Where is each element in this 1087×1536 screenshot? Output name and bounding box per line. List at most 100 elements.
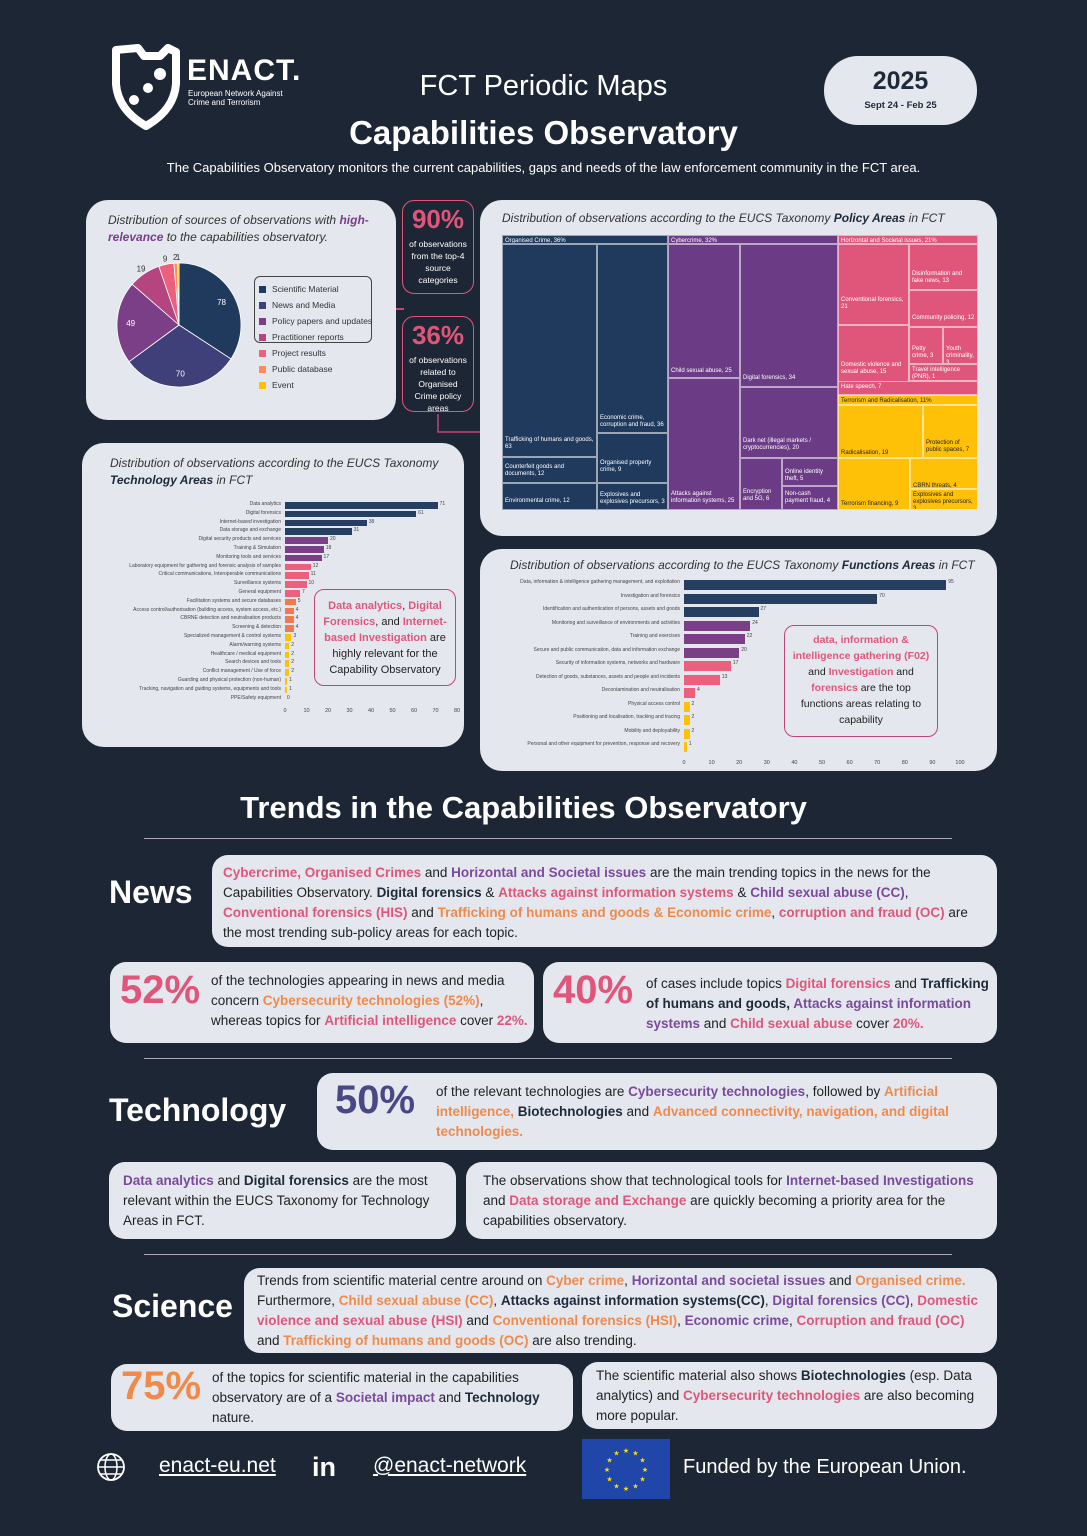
policy-title: Distribution of observations according t… [502,211,945,225]
bar [684,701,690,712]
bar-category-label: Conflict management / Use of force [202,668,281,675]
bar [285,625,294,632]
bar [285,554,322,562]
bar-value-label: 12 [312,562,319,569]
policy-treemap: Organised Crime, 36% Cybercrime, 32% Hor… [502,235,978,510]
tech-card: Distribution of observations according t… [82,443,464,747]
bar [684,620,751,631]
bar [684,607,759,617]
axis-tick-label: 10 [303,708,310,715]
linkedin-link[interactable]: @enact-network [373,1454,527,1477]
bar-category-label: Data, information & intelligence gatheri… [520,579,680,585]
bar-category-label: Training and exercises [629,633,680,639]
treemap-cell: Explosives and explosives precursors, 3 [597,483,668,510]
bar-value-label: 70 [879,592,885,599]
treemap-cell: Disinformation and fake news, 13 [909,244,978,290]
bar [285,546,324,553]
pie-slice [116,283,180,363]
bar-category-label: Positioning and localisation, tracking a… [573,714,680,720]
treemap-cell: Travel intelligence (PNR), 1 [909,364,978,381]
bar-value-label: 2 [291,641,295,648]
axis-tick-label: 50 [818,759,826,766]
bar-category-label: CBRNE detection and neutralisation produ… [180,615,281,622]
bar-value-label: 3 [293,633,297,639]
bar-value-label: 2 [291,668,295,675]
treemap-group-cyber: Cybercrime, 32% [668,235,838,244]
bar [285,528,352,535]
bar-value-label: 2 [691,700,695,707]
bar [285,642,290,650]
bar-value-label: 5 [297,597,301,604]
website-link[interactable]: enact-eu.net [159,1454,276,1477]
eu-star-icon: ★ [613,1482,619,1490]
eu-flag-icon: ★★★★★★★★★ ★ ★★ [582,1439,670,1499]
stat-40-text: of cases include topics Digital forensic… [646,976,989,1031]
bar [285,598,296,606]
treemap-cell: Radicalisation, 19 [838,405,923,458]
bar-value-label: 24 [752,619,758,626]
eu-star-icon: ★ [639,1457,645,1465]
brand-name: ENACT. [187,54,302,87]
func-callout: data, information & intelligence gatheri… [784,625,938,737]
bar [285,669,290,676]
bar-value-label: 27 [760,606,767,612]
treemap-cell: Terrorism financing, 9 [838,458,910,510]
bar-category-label: Healthcare / medical equipment [210,650,281,657]
linkedin-icon[interactable]: in [312,1452,336,1482]
bar-value-label: 1 [289,685,292,692]
treemap-cell: Non-cash payment fraud, 4 [782,486,838,510]
bar [285,572,309,579]
bar-value-label: 2 [291,659,295,666]
treemap-group-horizontal: Horizontal and Societal issues, 21% [838,235,978,244]
treemap-cell: Explosives and explosives precursors, 3 [910,489,978,510]
bar-value-label: 11 [310,571,316,578]
axis-tick-label: 70 [874,759,881,766]
bar-value-label: 0 [287,694,290,701]
pie-card: Distribution of sources of observations … [86,200,396,420]
bar [285,581,307,588]
pie-chart: 78 70 49 19 9 21 [116,253,242,388]
bar-category-label: Digital security products and services [198,536,281,543]
bar-category-label: PPE/Safety equipment [230,694,281,701]
bar [684,715,690,725]
axis-tick-label: 50 [389,708,396,715]
eu-star-icon: ★ [606,1457,612,1465]
eu-star-icon: ★ [632,1450,638,1458]
stat-36-box: 36% of observations related to Organised… [402,316,474,413]
bar-category-label: Specialized management & control systems [184,633,281,639]
pie-legend-item: Policy papers and updates [259,313,372,329]
news-paragraph: Cybercrime, Organised Crimes and Horizon… [212,855,997,947]
intro-text: The Capabilities Observatory monitors th… [166,160,921,175]
pie-slice-label: 9 [163,254,168,263]
axis-tick-label: 100 [955,759,965,766]
stat-75-text: of the topics for scientific material in… [212,1370,540,1425]
pie-slice-label: 2 [173,253,178,262]
stat-90-pct: 90% [411,204,465,234]
bar-value-label: 95 [948,579,954,585]
stat-52-pct: 52% [120,968,201,1012]
treemap-cell: Community policing, 12 [909,290,978,327]
bar-value-label: 1 [289,677,292,683]
treemap-cell: Petty crime, 3 [909,327,943,364]
trends-title: Trends in the Capabilities Observatory [240,790,807,825]
stat-40-pct: 40% [553,968,634,1012]
page-title: Capabilities Observatory [349,114,738,151]
bar-value-label: 17 [323,553,330,560]
eu-star-icon: ★ [613,1450,619,1458]
axis-tick-label: 20 [736,759,743,766]
bar [684,728,690,739]
bar-value-label: 7 [302,589,305,595]
globe-icon [97,1453,125,1481]
treemap-cell: Attacks against information systems, 25 [668,378,740,510]
eu-star-icon: ★ [623,1447,629,1455]
stat-50-pct: 50% [335,1078,416,1122]
stat-90-box: 90% of observations from the top-4 sourc… [402,200,474,294]
bar-category-label: Alarm/warning systems [229,641,281,648]
axis-tick-label: 30 [763,759,770,766]
bar [684,674,720,685]
pie-slice-label: 49 [126,319,135,328]
func-title: Distribution of observations according t… [510,558,975,572]
axis-tick-label: 0 [283,708,287,715]
bar-category-label: Facilitation systems and secure database… [186,597,281,604]
treemap-cell: Counterfeit goods and documents, 12 [502,457,597,483]
